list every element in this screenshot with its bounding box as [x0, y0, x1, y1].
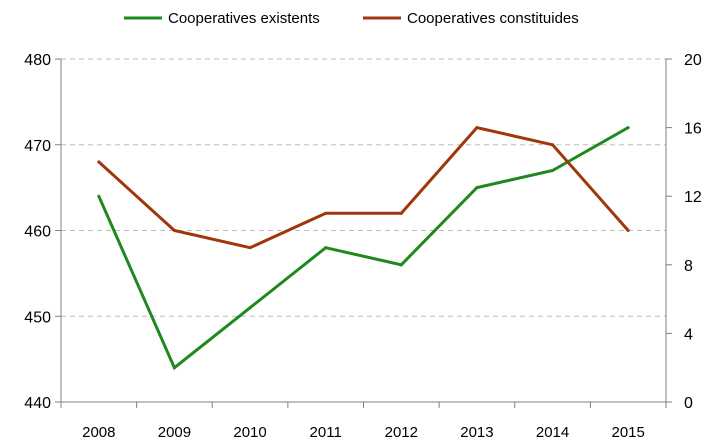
- series-layer: [97, 125, 630, 371]
- axes: 440 450 460 470 480 0 4 8 12 16 20 2008 2009 2010 2011…: [24, 52, 702, 441]
- data-point: [324, 246, 328, 250]
- x-tick-label: 2009: [158, 424, 191, 441]
- data-point: [399, 211, 403, 215]
- x-tick-label: 2012: [385, 424, 418, 441]
- data-point: [324, 211, 328, 215]
- data-point: [626, 126, 630, 130]
- right-tick-label: 20: [684, 52, 702, 69]
- legend-label-constituides: Cooperatives constituides: [407, 10, 579, 27]
- data-point: [626, 229, 630, 232]
- x-tick-label: 2011: [310, 424, 342, 441]
- x-tick-label: 2010: [233, 424, 266, 441]
- right-tick-label: 4: [684, 326, 693, 343]
- x-tick-label: 2015: [612, 424, 645, 441]
- left-tick-label: 470: [24, 138, 51, 155]
- data-point: [97, 160, 101, 164]
- data-point: [248, 246, 252, 250]
- data-point: [97, 194, 101, 198]
- data-point: [399, 263, 403, 267]
- x-tick-label: 2008: [82, 424, 115, 441]
- data-point: [248, 306, 252, 310]
- data-point: [172, 229, 176, 232]
- data-point: [172, 366, 176, 370]
- data-point: [551, 143, 555, 147]
- legend: Cooperatives existents Cooperatives cons…: [124, 10, 579, 27]
- series-line-constituides: [97, 125, 630, 250]
- x-tick-label: 2013: [460, 424, 493, 441]
- data-point: [475, 126, 479, 130]
- data-point: [475, 186, 479, 190]
- right-tick-label: 16: [684, 121, 702, 138]
- x-tick-label: 2014: [536, 424, 569, 441]
- right-tick-label: 8: [684, 258, 693, 275]
- legend-label-existents: Cooperatives existents: [168, 10, 320, 27]
- data-point: [551, 168, 555, 172]
- left-tick-label: 440: [24, 395, 51, 412]
- left-tick-label: 450: [24, 309, 51, 326]
- left-tick-label: 460: [24, 224, 51, 241]
- left-tick-label: 480: [24, 52, 51, 69]
- series-line-existents: [97, 126, 629, 371]
- right-tick-label: 12: [684, 189, 702, 206]
- grid-lines: [61, 58, 666, 403]
- right-tick-label: 0: [684, 395, 693, 412]
